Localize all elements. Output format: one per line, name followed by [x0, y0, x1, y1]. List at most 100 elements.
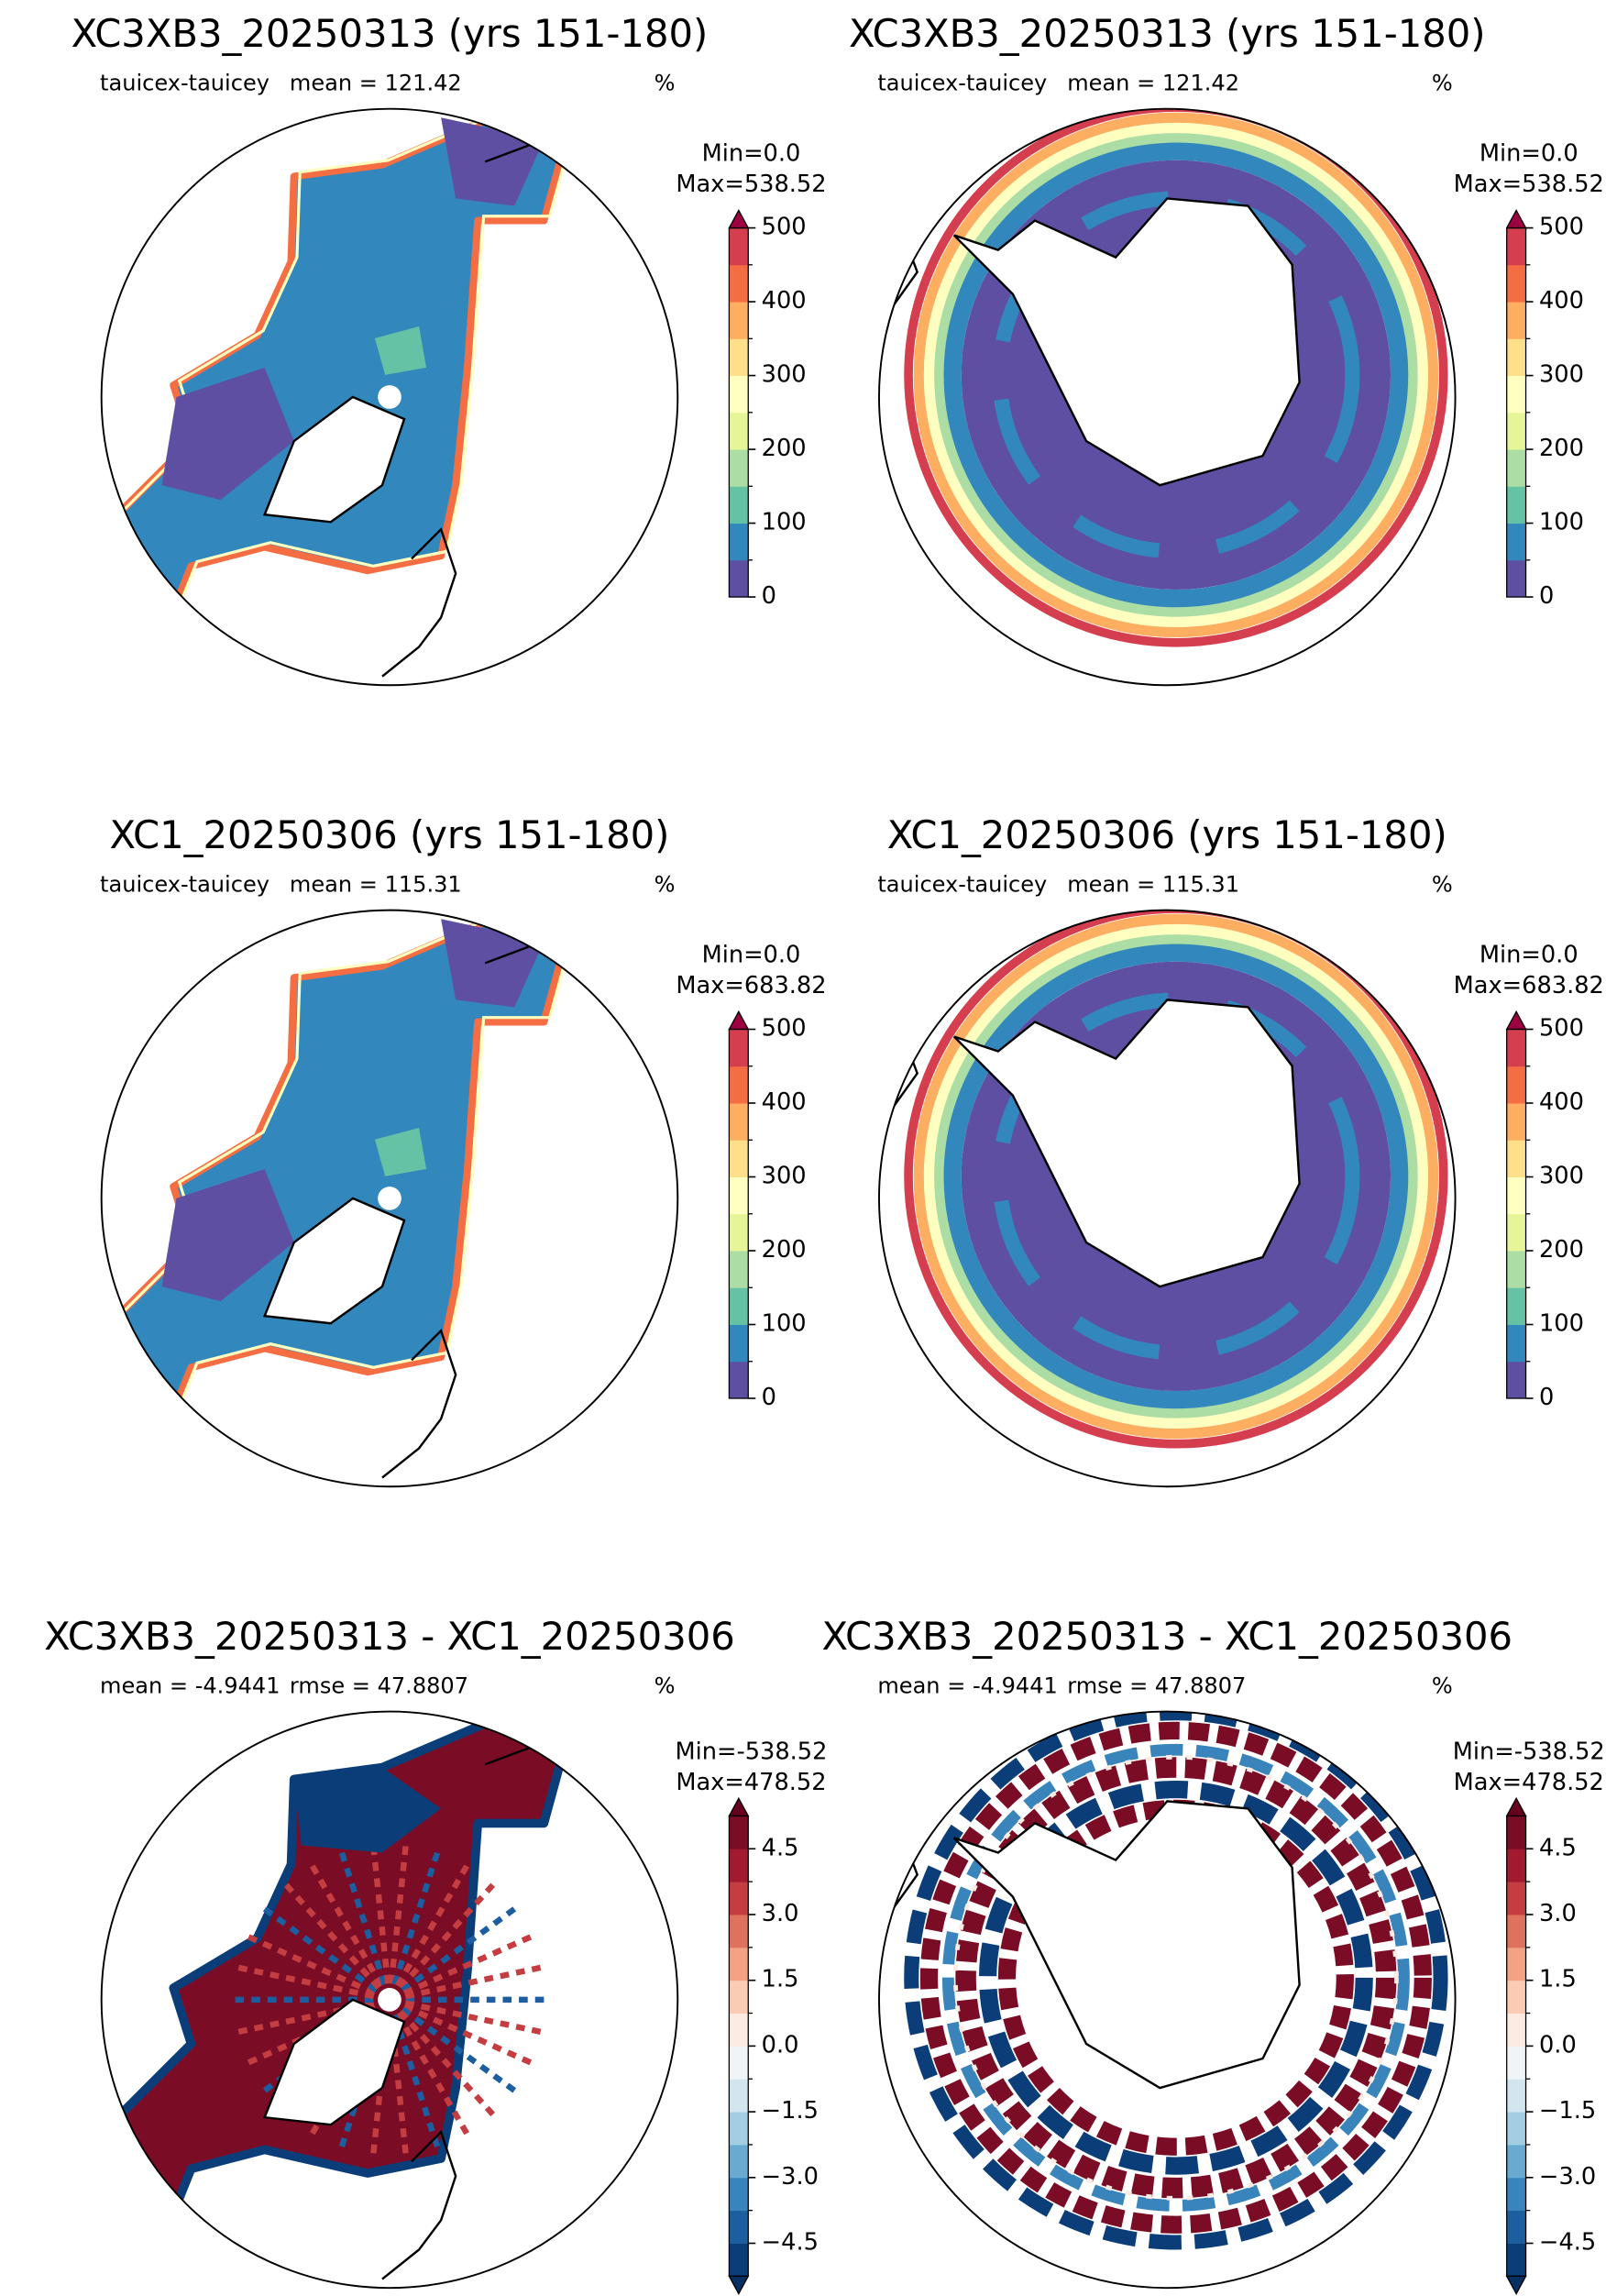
- units: %: [1432, 70, 1453, 95]
- colorbar-band: [729, 1065, 749, 1104]
- sea-ice-ring: [952, 1754, 1399, 2201]
- colorbar-band: [1506, 1176, 1526, 1215]
- colorbar-band: [729, 1324, 749, 1363]
- colorbar-tick-label: 0: [1539, 582, 1554, 610]
- colorbar-band: [729, 1213, 749, 1252]
- colorbar-band: [1506, 2046, 1526, 2080]
- colorbar-tick-label: 100: [762, 509, 807, 536]
- colorbar-band: [729, 1029, 749, 1067]
- panel: XC3XB3_20250313 (yrs 151-180) tauicex-tau…: [849, 11, 1604, 687]
- colorbar-band: [1506, 2079, 1526, 2113]
- colorbar-band: [1506, 412, 1526, 450]
- panel-title: XC3XB3_20250313 (yrs 151-180): [72, 11, 709, 56]
- colorbar-tick-label: 400: [762, 287, 807, 315]
- units: %: [1432, 1672, 1453, 1698]
- colorbar-tick-label: 500: [1539, 214, 1584, 241]
- map: [878, 909, 1457, 1488]
- min-label: Min=-538.52: [1453, 1738, 1605, 1765]
- colorbar-band: [729, 2046, 749, 2080]
- colorbar-band: [1506, 1947, 1526, 1981]
- panel-title: XC1_20250306 (yrs 151-180): [887, 812, 1447, 857]
- colorbar-extend-max: [1505, 208, 1527, 229]
- sea-ice-ring: [904, 1711, 1448, 2250]
- colorbar-tick-label: 3.0: [762, 1900, 799, 1927]
- colorbar-tick-label: 400: [762, 1088, 807, 1116]
- map: [878, 1710, 1457, 2290]
- map: [100, 909, 679, 1488]
- max-label: Max=538.52: [1454, 171, 1604, 198]
- colorbar-tick-label: 300: [1539, 361, 1584, 389]
- colorbar-tick-label: 300: [762, 1163, 807, 1190]
- colorbar-band: [1506, 1065, 1526, 1104]
- colorbar-extend-max: [728, 1796, 750, 1817]
- map: [100, 1710, 679, 2290]
- colorbar-band: [1506, 227, 1526, 266]
- min-label: Min=0.0: [702, 941, 801, 968]
- min-label: Min=0.0: [1480, 941, 1578, 968]
- colorbar-tick-label: −4.5: [762, 2229, 819, 2257]
- colorbar-band: [1506, 1882, 1526, 1915]
- colorbar-band: [729, 412, 749, 450]
- colorbar-band: [729, 1103, 749, 1141]
- panel-title: XC3XB3_20250313 - XC1_20250306: [44, 1614, 735, 1659]
- colorbar-tick-label: 0.0: [1539, 2031, 1577, 2059]
- left-label: tauicex-tauicey: [100, 70, 270, 95]
- min-label: Min=-538.52: [675, 1738, 827, 1765]
- colorbar-band: [1506, 1213, 1526, 1252]
- antarctica: [952, 1800, 1301, 2090]
- colorbar-band: [1506, 1361, 1526, 1399]
- sea-ice-ring: [992, 191, 1360, 559]
- coastline: [381, 1329, 457, 1479]
- colorbar-tick-label: 100: [1539, 1310, 1584, 1338]
- colorbar-tick-label: −3.0: [1539, 2163, 1596, 2191]
- min-label: Min=0.0: [1480, 139, 1578, 167]
- sea-ice-ring: [934, 133, 1418, 617]
- max-label: Max=478.52: [676, 1769, 826, 1796]
- map-boundary: [878, 909, 1457, 1488]
- sea-ice-ring: [923, 923, 1428, 1429]
- colorbar-tick-label: 0.0: [762, 2031, 799, 2059]
- colorbar-band: [1506, 449, 1526, 487]
- center-label: rmse = 47.8807: [1067, 1672, 1246, 1698]
- colorbar-tick-label: 0: [762, 582, 776, 610]
- colorbar-tick-label: −1.5: [1539, 2097, 1596, 2125]
- units: %: [654, 871, 676, 897]
- colorbar-band: [729, 486, 749, 524]
- colorbar-tick-label: 200: [762, 1236, 807, 1264]
- colorbar-band: [729, 2177, 749, 2212]
- colorbar-tick-label: 400: [1539, 1088, 1584, 1116]
- colorbar-band: [1506, 1029, 1526, 1067]
- colorbar-band: [1506, 2144, 1526, 2179]
- left-label: tauicex-tauicey: [877, 70, 1047, 95]
- radial-streak: [230, 1996, 390, 2037]
- antarctica: [952, 999, 1301, 1288]
- colorbar-band: [1506, 264, 1526, 303]
- colorbar-band: [729, 2210, 749, 2244]
- sea-ice-ring: [913, 112, 1439, 638]
- radial-streak: [388, 1997, 522, 2098]
- colorbar-band: [1506, 2112, 1526, 2146]
- sea-ice-ring: [941, 1743, 1410, 2212]
- colorbar-tick-label: 300: [1539, 1163, 1584, 1190]
- coastline: [879, 220, 919, 325]
- map-body: [879, 108, 1448, 647]
- units: %: [1432, 871, 1453, 897]
- sea-ice-ring: [923, 122, 1428, 627]
- map: [878, 107, 1457, 687]
- sea-ice-ring: [904, 910, 1448, 1449]
- radial-streak: [279, 1877, 392, 2003]
- colorbar-tick-label: 500: [762, 1015, 807, 1043]
- colorbar-band: [729, 1176, 749, 1215]
- left-label: tauicex-tauicey: [100, 871, 270, 897]
- map-body: [879, 910, 1448, 1449]
- max-label: Max=478.52: [1454, 1769, 1604, 1796]
- colorbar-band: [1506, 1251, 1526, 1288]
- colorbar-tick-label: −4.5: [1539, 2229, 1596, 2257]
- colorbar-band: [729, 1980, 749, 2015]
- colorbar-band: [729, 375, 749, 414]
- radial-streak: [230, 1963, 390, 2003]
- center-label: mean = 121.42: [290, 70, 462, 95]
- colorbar-tick-label: 0: [1539, 1384, 1554, 1411]
- colorbar-band: [1506, 1287, 1526, 1325]
